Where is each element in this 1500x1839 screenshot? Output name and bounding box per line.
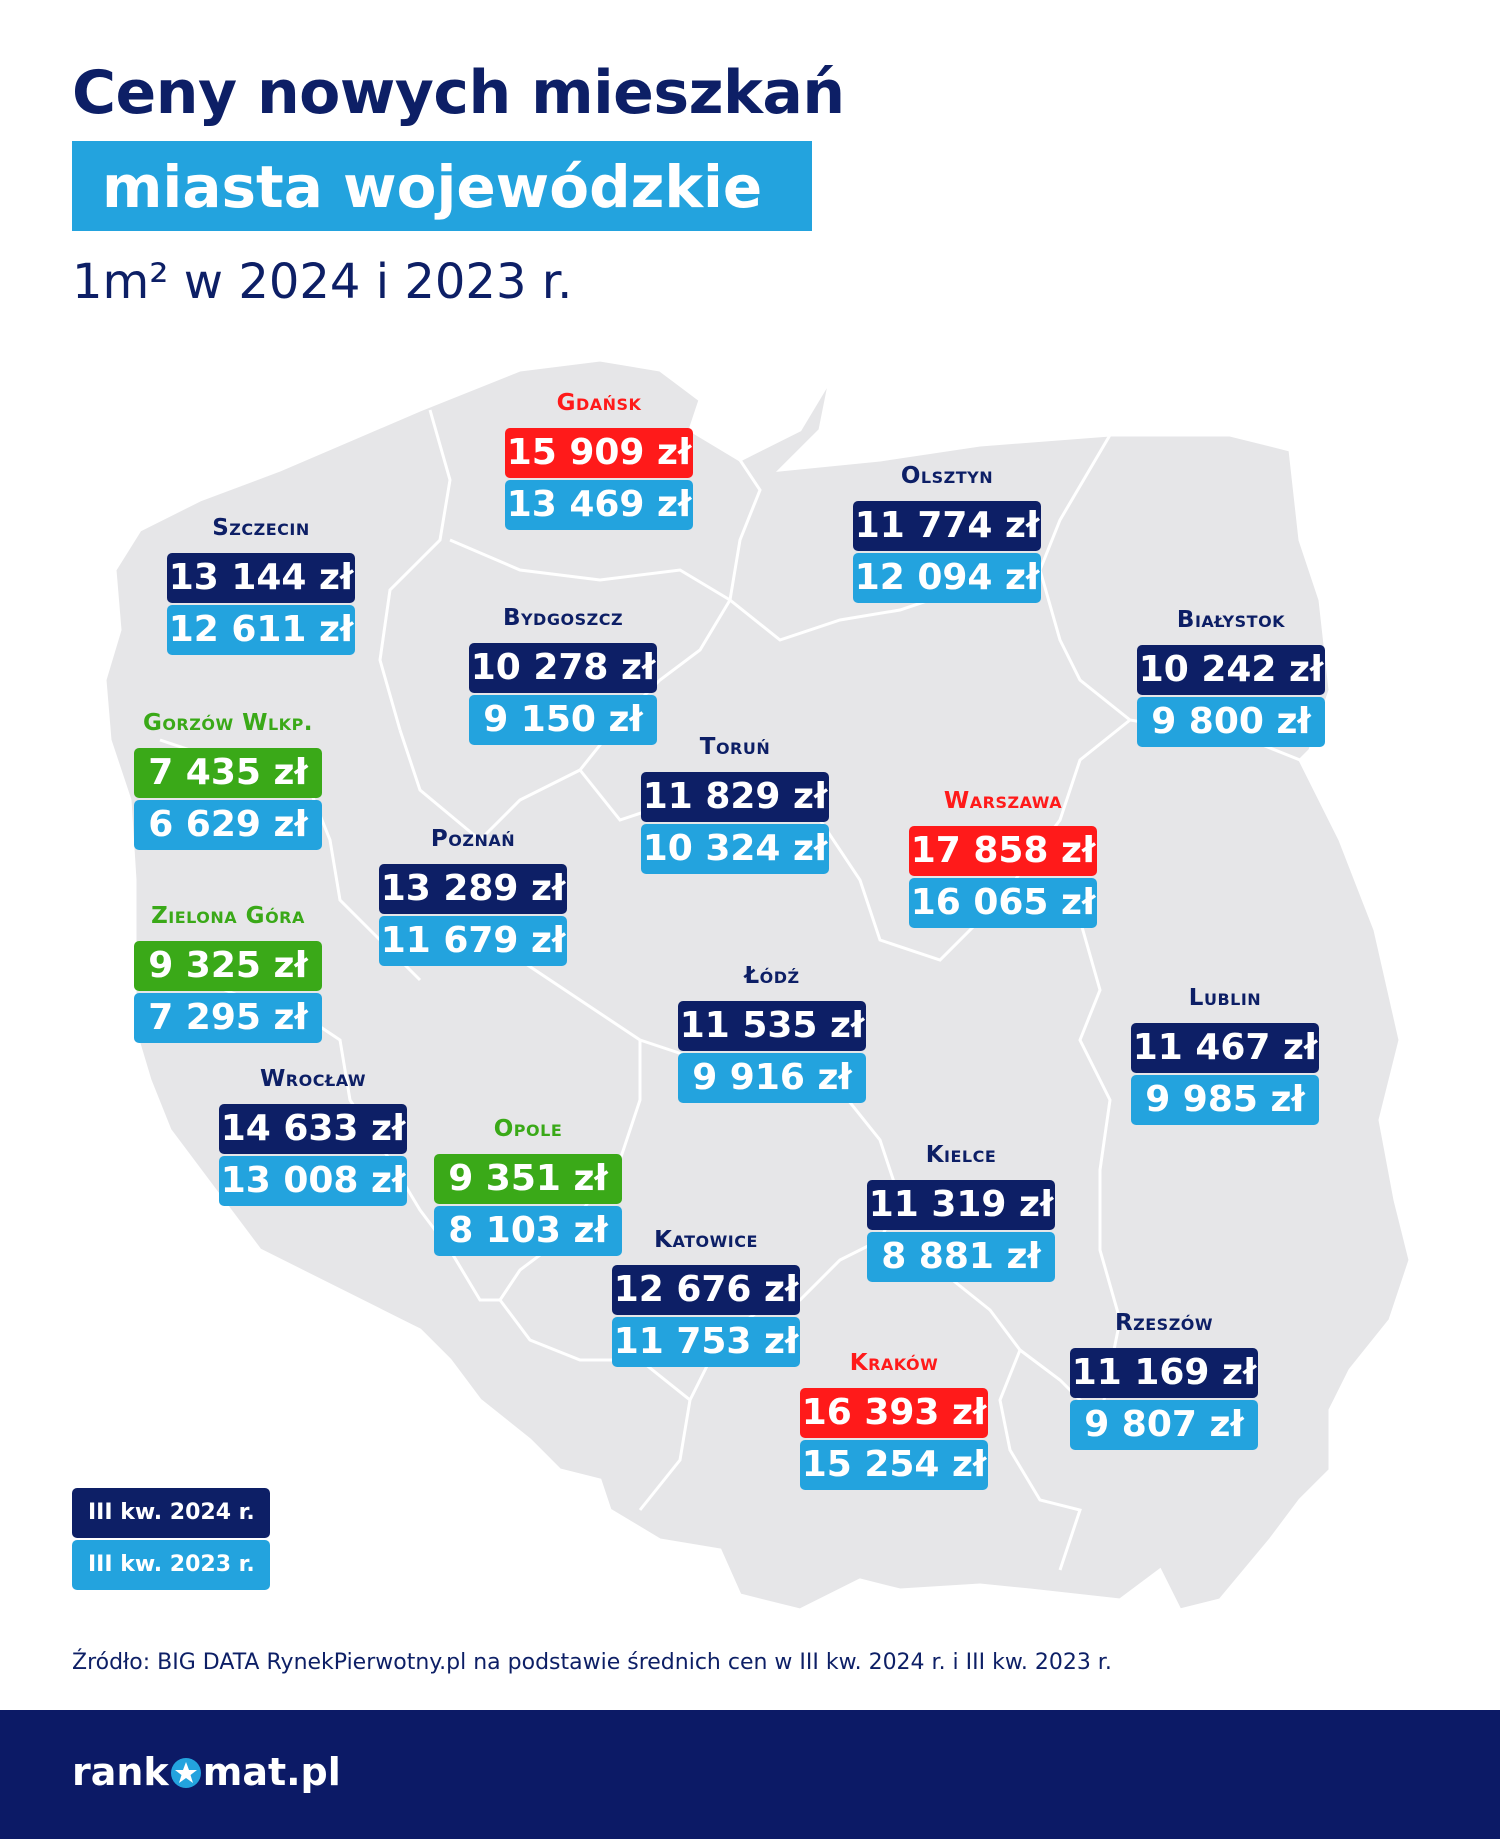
price-2024: 11 467 zł (1131, 1023, 1319, 1073)
price-2024: 11 319 zł (867, 1180, 1055, 1230)
price-2024: 12 676 zł (612, 1265, 800, 1315)
price-2024: 16 393 zł (800, 1388, 988, 1438)
city-name: Poznań (430, 826, 516, 852)
price-2024: 9 351 zł (434, 1154, 622, 1204)
price-2024: 15 909 zł (505, 428, 693, 478)
price-2024: 10 278 zł (469, 643, 657, 693)
price-2023: 12 094 zł (853, 553, 1041, 603)
price-2023: 7 295 zł (134, 993, 322, 1043)
price-2023: 13 469 zł (505, 480, 693, 530)
price-2023: 9 150 zł (469, 695, 657, 745)
price-2023: 13 008 zł (219, 1156, 407, 1206)
price-2023: 16 065 zł (909, 878, 1097, 928)
subtitle-banner: miasta wojewódzkie (72, 141, 812, 231)
price-2024: 7 435 zł (134, 748, 322, 798)
city-name: Białystok (1176, 607, 1286, 633)
city-name: Kraków (849, 1350, 939, 1376)
city-name: Zielona Góra (151, 903, 305, 929)
price-2024: 14 633 zł (219, 1104, 407, 1154)
city-name: Wrocław (259, 1066, 367, 1092)
city-name: Gdańsk (556, 390, 642, 416)
footer-bar: rank mat.pl (0, 1710, 1500, 1839)
unit-label: 1m² w 2024 i 2023 r. (72, 254, 573, 310)
city-name: Toruń (699, 734, 771, 760)
price-2024: 11 169 zł (1070, 1348, 1258, 1398)
price-2024: 13 289 zł (379, 864, 567, 914)
price-2024: 11 774 zł (853, 501, 1041, 551)
price-2024: 13 144 zł (167, 553, 355, 603)
price-2023: 9 985 zł (1131, 1075, 1319, 1125)
source-note: Źródło: BIG DATA RynekPierwotny.pl na po… (72, 1650, 1112, 1675)
legend-q3-2024: III kw. 2024 r. (72, 1488, 270, 1538)
price-2024: 17 858 zł (909, 826, 1097, 876)
price-2023: 11 679 zł (379, 916, 567, 966)
star-icon (170, 1758, 201, 1788)
city-name: Szczecin (212, 515, 310, 541)
price-2023: 10 324 zł (641, 824, 829, 874)
city-name: Kielce (925, 1142, 997, 1168)
price-2024: 11 829 zł (641, 772, 829, 822)
price-2024: 10 242 zł (1137, 645, 1325, 695)
logo-text-left: rank (72, 1750, 169, 1794)
price-2023: 9 800 zł (1137, 697, 1325, 747)
city-name: Łódź (744, 963, 800, 989)
city-name: Bydgoszcz (502, 605, 624, 631)
city-name: Lublin (1188, 985, 1262, 1011)
price-2024: 9 325 zł (134, 941, 322, 991)
price-2023: 9 807 zł (1070, 1400, 1258, 1450)
price-2023: 12 611 zł (167, 605, 355, 655)
city-name: Katowice (654, 1227, 758, 1253)
city-name: Opole (493, 1116, 563, 1142)
price-2023: 15 254 zł (800, 1440, 988, 1490)
legend-q3-2023: III kw. 2023 r. (72, 1540, 270, 1590)
price-2023: 8 103 zł (434, 1206, 622, 1256)
price-2023: 9 916 zł (678, 1053, 866, 1103)
price-2024: 11 535 zł (678, 1001, 866, 1051)
subtitle: miasta wojewódzkie (102, 153, 763, 221)
logo-text-right: mat.pl (202, 1750, 341, 1794)
price-2023: 11 753 zł (612, 1317, 800, 1367)
price-2023: 6 629 zł (134, 800, 322, 850)
city-name: Warszawa (943, 788, 1063, 814)
page-title: Ceny nowych mieszkań (72, 58, 845, 128)
city-name: Olsztyn (900, 463, 994, 489)
price-2023: 8 881 zł (867, 1232, 1055, 1282)
city-name: Gorzów Wlkp. (142, 710, 314, 736)
city-name: Rzeszów (1114, 1310, 1214, 1336)
rankomat-logo[interactable]: rank mat.pl (72, 1750, 341, 1794)
